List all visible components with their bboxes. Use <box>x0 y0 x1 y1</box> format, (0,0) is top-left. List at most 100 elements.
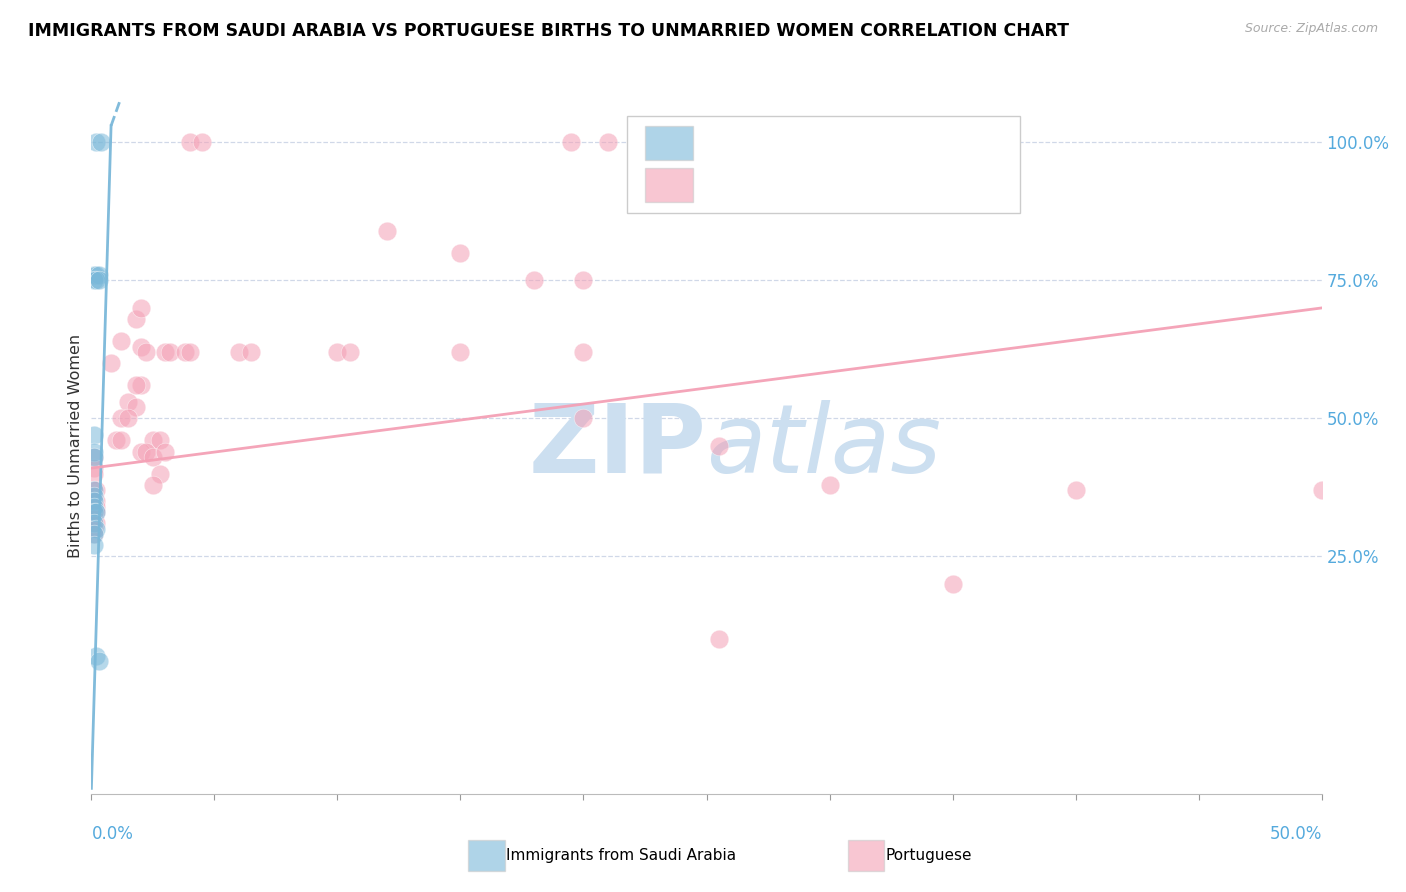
Point <box>818 477 841 491</box>
Point <box>129 340 152 354</box>
Point <box>83 510 105 524</box>
Point <box>326 345 349 359</box>
Point <box>83 444 105 458</box>
Point <box>100 356 122 370</box>
Point <box>240 345 263 359</box>
Point <box>124 312 146 326</box>
Point <box>159 345 181 359</box>
Point <box>110 434 132 448</box>
Point <box>83 483 105 498</box>
Point <box>1064 483 1087 498</box>
Point <box>228 345 250 359</box>
Point <box>117 411 139 425</box>
Point <box>179 345 201 359</box>
Point <box>174 345 197 359</box>
Point <box>83 428 105 442</box>
Point <box>449 345 471 359</box>
Point <box>90 136 112 150</box>
Point <box>153 345 177 359</box>
Point <box>83 527 105 541</box>
Point <box>129 301 152 315</box>
Point <box>83 273 105 287</box>
Point <box>596 136 619 150</box>
Text: Immigrants from Saudi Arabia: Immigrants from Saudi Arabia <box>506 848 737 863</box>
Point <box>86 494 108 508</box>
Point <box>105 434 127 448</box>
Point <box>86 268 108 282</box>
Point <box>135 345 156 359</box>
Point <box>135 444 156 458</box>
Point <box>86 522 108 536</box>
Point <box>149 467 172 481</box>
Point <box>142 434 165 448</box>
Text: 0.0%: 0.0% <box>91 825 134 843</box>
Point <box>86 516 108 531</box>
Point <box>153 444 177 458</box>
Point <box>83 483 105 498</box>
Point <box>86 136 108 150</box>
Text: N = 23: N = 23 <box>851 134 918 153</box>
Point <box>572 411 595 425</box>
Point <box>87 268 110 282</box>
Point <box>124 401 146 415</box>
Point <box>83 527 105 541</box>
Text: R = 0.324: R = 0.324 <box>709 176 807 195</box>
Point <box>523 273 546 287</box>
Point <box>375 224 398 238</box>
Text: atlas: atlas <box>706 400 942 492</box>
Point <box>572 345 595 359</box>
FancyBboxPatch shape <box>645 169 693 202</box>
Point <box>129 378 152 392</box>
Point <box>179 136 201 150</box>
Point <box>129 444 152 458</box>
FancyBboxPatch shape <box>627 116 1021 213</box>
Point <box>149 434 172 448</box>
Y-axis label: Births to Unmarried Women: Births to Unmarried Women <box>67 334 83 558</box>
Point <box>83 461 105 475</box>
Point <box>87 273 110 287</box>
Point <box>83 505 105 519</box>
Point <box>142 477 165 491</box>
Point <box>86 500 108 514</box>
Point <box>83 500 105 514</box>
Point <box>86 273 108 287</box>
Point <box>83 494 105 508</box>
Text: N = 62: N = 62 <box>851 176 918 195</box>
Point <box>83 450 105 464</box>
Point <box>110 411 132 425</box>
Point <box>83 494 105 508</box>
Text: Portuguese: Portuguese <box>886 848 973 863</box>
Point <box>707 439 730 453</box>
Text: ZIP: ZIP <box>529 400 706 492</box>
Point <box>83 467 105 481</box>
Point <box>572 273 595 287</box>
Point <box>142 450 165 464</box>
Text: Source: ZipAtlas.com: Source: ZipAtlas.com <box>1244 22 1378 36</box>
Point <box>86 648 108 663</box>
Point <box>191 136 214 150</box>
Point <box>83 505 105 519</box>
Point <box>707 632 730 647</box>
Text: 50.0%: 50.0% <box>1270 825 1322 843</box>
Point <box>83 516 105 531</box>
Point <box>83 489 105 503</box>
Text: R = 0.582: R = 0.582 <box>709 134 807 153</box>
Point <box>83 500 105 514</box>
Point <box>941 577 963 591</box>
Point <box>86 483 108 498</box>
Point <box>86 505 108 519</box>
Text: IMMIGRANTS FROM SAUDI ARABIA VS PORTUGUESE BIRTHS TO UNMARRIED WOMEN CORRELATION: IMMIGRANTS FROM SAUDI ARABIA VS PORTUGUE… <box>28 22 1069 40</box>
Point <box>560 136 582 150</box>
Point <box>449 245 471 260</box>
Point <box>83 450 105 464</box>
Point <box>117 394 139 409</box>
Point <box>110 334 132 348</box>
Point <box>87 654 110 668</box>
Point <box>1310 483 1333 498</box>
Point <box>83 268 105 282</box>
Point <box>86 505 108 519</box>
Point <box>124 378 146 392</box>
Point <box>83 522 105 536</box>
FancyBboxPatch shape <box>645 126 693 160</box>
Point <box>83 538 105 552</box>
